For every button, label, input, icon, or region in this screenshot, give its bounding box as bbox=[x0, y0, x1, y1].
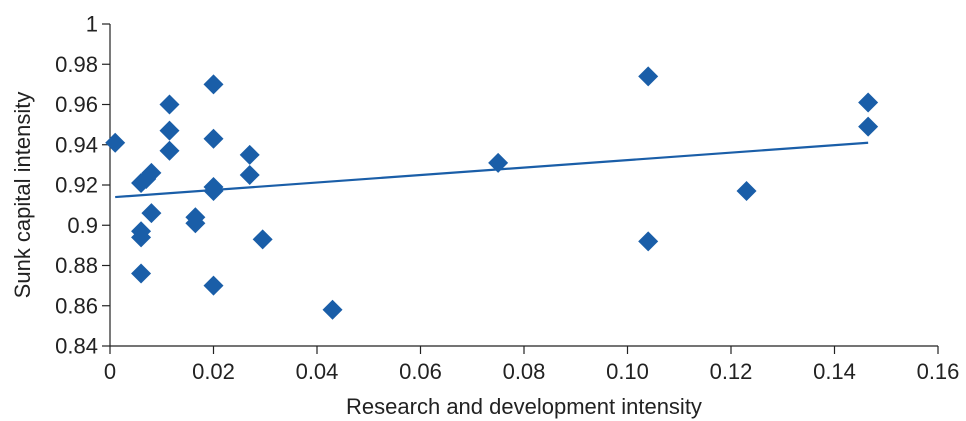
data-point bbox=[858, 116, 879, 137]
data-point bbox=[159, 94, 180, 115]
data-point bbox=[159, 120, 180, 141]
data-point bbox=[858, 92, 879, 113]
x-tick-label: 0.12 bbox=[710, 359, 753, 384]
x-tick-label: 0.02 bbox=[192, 359, 235, 384]
y-axis-ticks: 0.84 0.86 0.88 0.9 0.92 0.94 0.96 0.98 1 bbox=[55, 12, 110, 359]
trendline bbox=[115, 141, 869, 199]
y-tick-label: 0.9 bbox=[67, 213, 98, 238]
data-point bbox=[159, 140, 180, 161]
y-tick-label: 1 bbox=[86, 12, 98, 37]
data-point bbox=[488, 152, 509, 173]
data-point bbox=[239, 164, 260, 185]
data-point bbox=[105, 132, 126, 153]
x-tick-label: 0 bbox=[104, 359, 116, 384]
data-point bbox=[203, 74, 224, 95]
data-point bbox=[252, 229, 273, 250]
x-tick-label: 0.10 bbox=[606, 359, 649, 384]
y-tick-label: 0.88 bbox=[55, 253, 98, 278]
data-point bbox=[203, 128, 224, 149]
y-tick-label: 0.84 bbox=[55, 334, 98, 359]
data-point bbox=[736, 181, 757, 202]
y-tick-label: 0.92 bbox=[55, 173, 98, 198]
data-point bbox=[638, 231, 659, 252]
data-point bbox=[141, 162, 162, 183]
data-point bbox=[638, 66, 659, 87]
y-tick-label: 0.96 bbox=[55, 92, 98, 117]
x-tick-label: 0.06 bbox=[399, 359, 442, 384]
trendline-group bbox=[115, 141, 869, 199]
x-axis-ticks: 0 0.02 0.04 0.06 0.08 0.10 0.12 0.14 0.16 bbox=[104, 346, 960, 384]
x-tick-label: 0.14 bbox=[813, 359, 856, 384]
x-tick-label: 0.16 bbox=[917, 359, 960, 384]
data-point bbox=[141, 203, 162, 224]
y-axis-title: Sunk capital intensity bbox=[10, 92, 35, 299]
data-point bbox=[322, 299, 343, 320]
x-tick-label: 0.04 bbox=[296, 359, 339, 384]
y-tick-label: 0.98 bbox=[55, 52, 98, 77]
data-point bbox=[185, 213, 206, 234]
y-tick-label: 0.86 bbox=[55, 293, 98, 318]
data-point bbox=[131, 221, 152, 242]
data-points bbox=[105, 66, 879, 320]
x-tick-label: 0.08 bbox=[503, 359, 546, 384]
x-axis-title: Research and development intensity bbox=[346, 394, 702, 419]
data-point bbox=[131, 263, 152, 284]
data-point bbox=[239, 144, 260, 165]
data-point bbox=[203, 181, 224, 202]
data-point bbox=[203, 275, 224, 296]
y-tick-label: 0.94 bbox=[55, 132, 98, 157]
